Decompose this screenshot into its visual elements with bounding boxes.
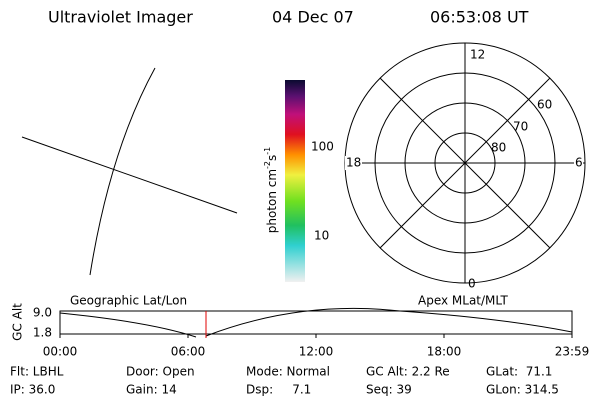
x-label: 06:00 bbox=[171, 345, 206, 359]
x-label: 23:59 bbox=[555, 345, 590, 359]
x-label: 00:00 bbox=[43, 345, 78, 359]
lat-label: 60 bbox=[537, 98, 552, 112]
hour-label: 18 bbox=[346, 156, 361, 170]
info-field: GLon: 314.5 bbox=[486, 383, 559, 397]
altitude-curve bbox=[59, 307, 573, 338]
x-label: 18:00 bbox=[427, 345, 462, 359]
orbit-title: Geographic Lat/Lon bbox=[70, 294, 187, 308]
info-field: Gain: 14 bbox=[126, 383, 177, 397]
x-label: 12:00 bbox=[299, 345, 334, 359]
colorbar-label: photon cm-2s-1 bbox=[263, 147, 279, 234]
strip-frame bbox=[59, 310, 573, 335]
info-field: GLat: 71.1 bbox=[486, 365, 552, 379]
info-field: Door: Open bbox=[126, 365, 195, 379]
colorbar-tick: 100 bbox=[311, 140, 334, 154]
meridian bbox=[89, 67, 156, 276]
lat-label: 80 bbox=[491, 141, 506, 155]
map bbox=[21, 67, 238, 276]
info-field: Dsp: 7.1 bbox=[246, 383, 311, 397]
info-field: GC Alt: 2.2 Re bbox=[366, 365, 450, 379]
time: 06:53:08 UT bbox=[430, 8, 529, 27]
y-label: 9.0 bbox=[33, 306, 52, 320]
info-field: Flt: LBHL bbox=[10, 365, 64, 379]
unit: photon cm bbox=[265, 169, 279, 233]
info-panel: Flt: LBHL Door: Open Mode: Normal GC Alt: 2… bbox=[10, 365, 559, 397]
hour-label: 0 bbox=[468, 277, 476, 291]
hour-label: 6 bbox=[575, 156, 583, 170]
hour-label: 12 bbox=[470, 48, 485, 62]
info-field: Mode: Normal bbox=[246, 365, 330, 379]
colorbar bbox=[285, 80, 305, 282]
date: 04 Dec 07 bbox=[272, 8, 354, 27]
info-field: Seq: 39 bbox=[366, 383, 412, 397]
unit-exp: -1 bbox=[263, 147, 272, 155]
orbit-strip: Geographic Lat/Lon Apex MLat/MLT GC Alt … bbox=[11, 294, 590, 359]
spoke bbox=[379, 77, 551, 249]
y-label: 1.8 bbox=[33, 326, 52, 340]
polar-plot: 12 18 6 0 60 70 80 bbox=[344, 42, 586, 291]
parallel bbox=[21, 136, 238, 214]
unit: s bbox=[265, 155, 279, 161]
info-field: IP: 36.0 bbox=[10, 383, 55, 397]
instrument: Ultraviolet Imager bbox=[48, 8, 193, 27]
orbit-title: Apex MLat/MLT bbox=[418, 294, 508, 308]
axis-label: GC Alt bbox=[11, 303, 25, 341]
unit-exp: -2 bbox=[263, 161, 272, 169]
colorbar-tick: 10 bbox=[314, 229, 329, 243]
lat-label: 70 bbox=[513, 120, 528, 134]
